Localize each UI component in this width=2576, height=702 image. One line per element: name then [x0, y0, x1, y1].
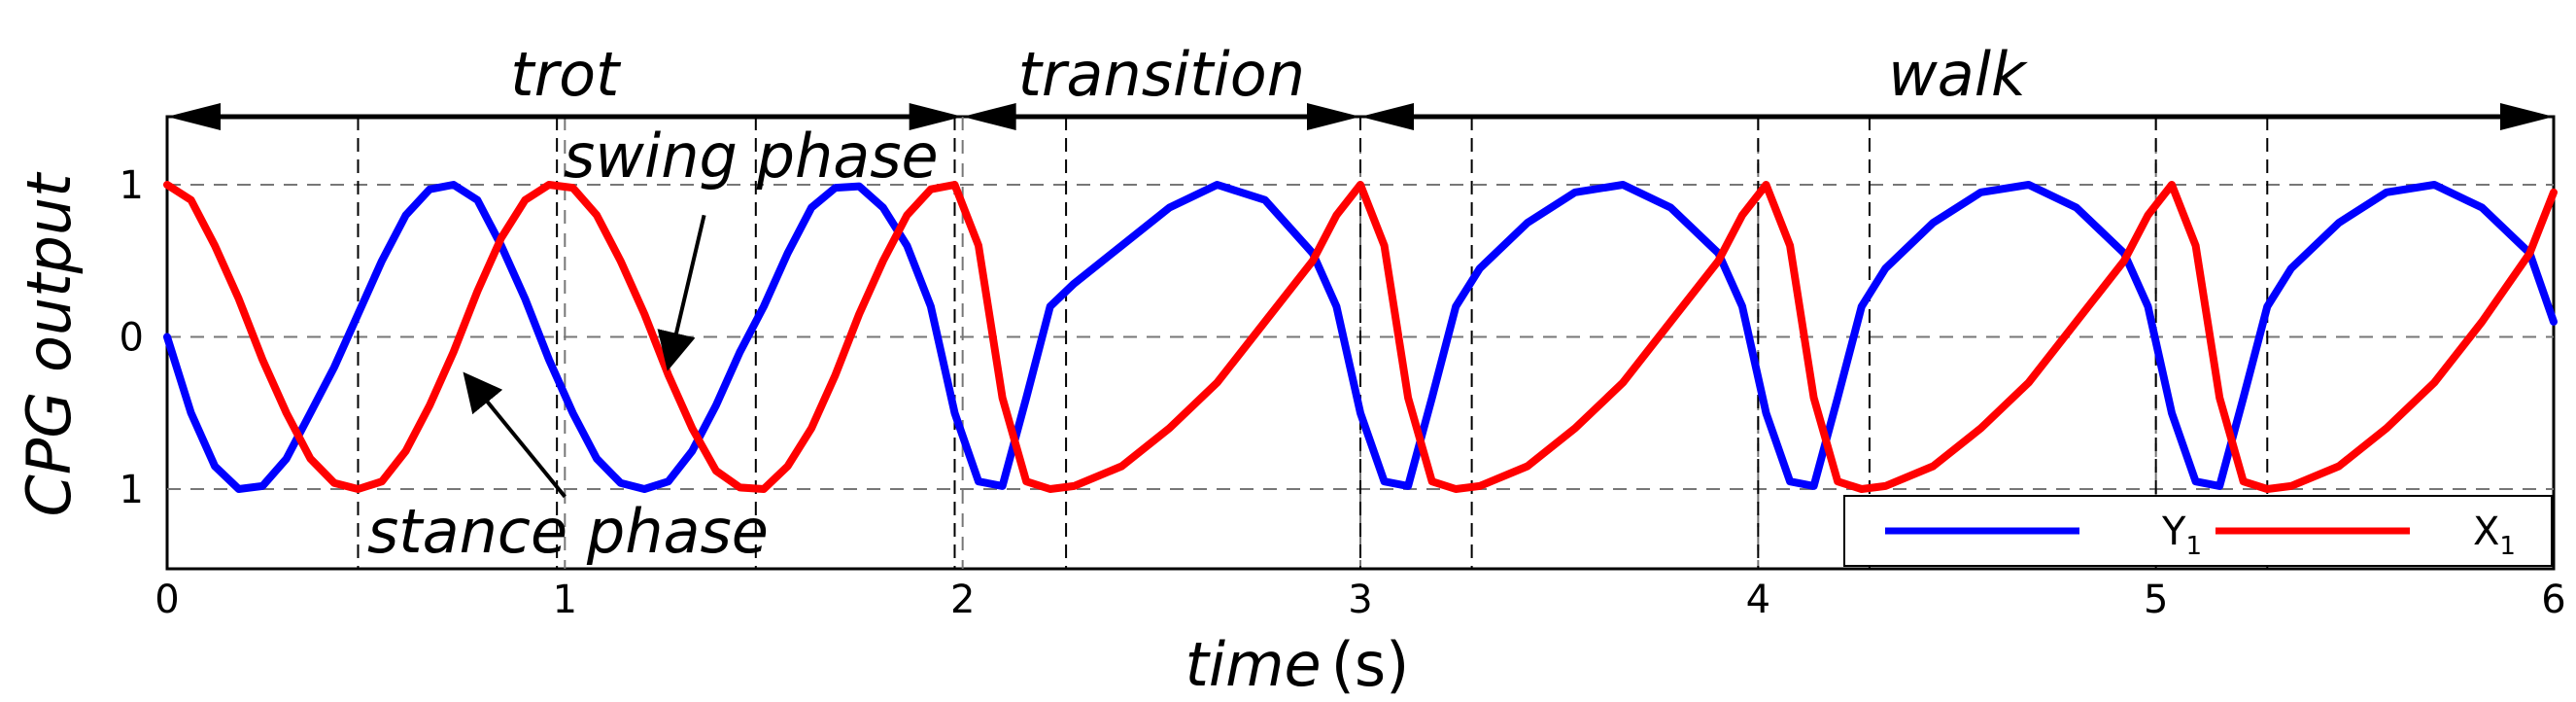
x-axis-title-text: time — [1185, 629, 1322, 700]
y-axis-title: CPG output — [14, 171, 85, 517]
x-tick-label: 2 — [950, 578, 975, 622]
segment-label-trot: trot — [510, 39, 622, 110]
y-tick-label: 1 — [120, 468, 144, 512]
legend-y1-letter: Y — [2161, 509, 2186, 554]
gait-segment-arrows: trot transition walk — [167, 39, 2554, 130]
series-line-x1 — [163, 181, 2558, 493]
x-axis-title: time (s) — [1185, 629, 1410, 700]
annotation-stance-phase: stance phase — [367, 496, 769, 567]
segment-arrow-head-left — [1360, 103, 1414, 130]
legend-x1-sub: 1 — [2499, 532, 2516, 561]
x-tick-label: 6 — [2541, 578, 2565, 622]
x-tick-label: 4 — [1746, 578, 1770, 622]
y-tick-labels: 1 0 1 — [120, 163, 144, 512]
series-group — [163, 181, 2558, 493]
legend-y1-sub: 1 — [2185, 532, 2202, 561]
legend-x1-letter: X — [2473, 509, 2499, 554]
annotation-stance-arrow — [463, 371, 567, 499]
segment-arrow-head-left — [962, 103, 1016, 130]
annotations: swing phase stance phase — [367, 121, 939, 567]
x-tick-labels: 0 1 2 3 4 5 6 — [155, 578, 2565, 622]
x-tick-label: 3 — [1348, 578, 1372, 622]
annotation-swing-arrow — [657, 214, 706, 371]
annotation-swing-phase: swing phase — [564, 121, 939, 192]
segment-arrow-head-left — [167, 103, 221, 130]
segment-arrow-head-right — [2500, 103, 2554, 130]
x-axis-unit: (s) — [1331, 629, 1410, 700]
segment-label-transition: transition — [1018, 39, 1305, 110]
x-tick-label: 0 — [155, 578, 179, 622]
series-line-y1 — [163, 181, 2558, 493]
y-tick-label: 0 — [120, 316, 144, 361]
segment-arrow-head-right — [1307, 103, 1360, 130]
legend-y1-label: Y1 — [2161, 509, 2202, 561]
segment-label-walk: walk — [1888, 39, 2028, 110]
legend: Y1 X1 — [1843, 495, 2553, 567]
x-tick-label: 1 — [553, 578, 577, 622]
legend-x1-label: X1 — [2473, 509, 2516, 561]
y-tick-label: 1 — [120, 163, 144, 208]
segment-arrow-head-right — [909, 103, 963, 130]
x-tick-label: 5 — [2144, 578, 2168, 622]
